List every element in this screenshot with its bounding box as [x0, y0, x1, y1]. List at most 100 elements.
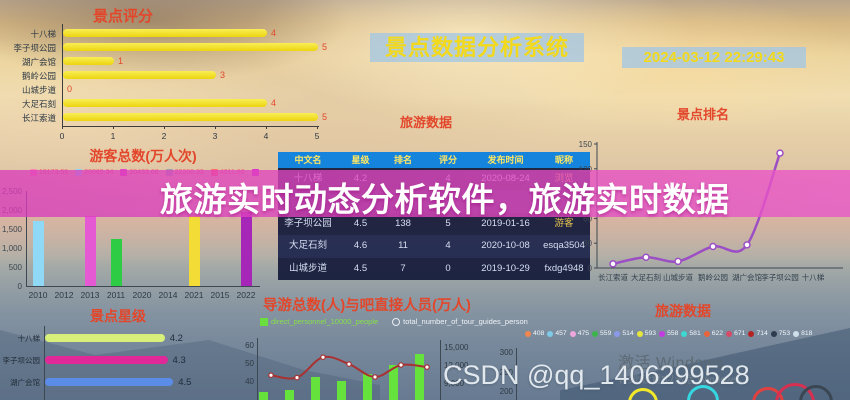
chart-tourism-data: 旅游数据 408 457 475 559 514 593 558 581 622 671 714 75… [500, 298, 850, 400]
table-row[interactable]: 山城步道 4.5 7 0 2019-10-29 fxdg4948 [278, 257, 590, 280]
x-tick-label: 5 [314, 131, 320, 141]
category-label: 湖广会馆 [10, 378, 40, 387]
legend-dot [569, 330, 576, 337]
guide-bar[interactable] [388, 364, 398, 400]
guide-bar[interactable] [336, 381, 346, 400]
legend-item[interactable]: 753 [770, 330, 790, 337]
x-tick-label: 2015 [210, 290, 230, 300]
chart-spot-rating: 景点评分 十八梯 4 李子坝公园 5 湖广会馆 1 鹅岭公园 3 山城步道 0 大足石刻 4 长江索道 5… [0, 0, 340, 141]
star-bar[interactable] [45, 356, 168, 364]
data-point-marker[interactable] [776, 149, 784, 157]
table-header-cell: 排名 [393, 155, 412, 165]
table-row[interactable]: 李子坝公园 4.5 138 5 2019-01-16 游客 [278, 212, 590, 236]
value-label: 4 [271, 98, 277, 108]
star-bar[interactable] [45, 334, 165, 342]
legend-item[interactable]: 559 [592, 330, 611, 337]
legend-item[interactable]: 622 [703, 330, 723, 337]
data-point-marker[interactable] [743, 241, 751, 249]
data-point-marker[interactable] [424, 364, 430, 370]
legend-item[interactable]: 818 [793, 330, 812, 337]
legend-item[interactable]: 558 [659, 330, 678, 337]
visitor-bar[interactable] [240, 211, 252, 286]
data-point-marker[interactable] [320, 354, 326, 360]
legend-item[interactable]: 514 [614, 330, 634, 337]
csdn-watermark: CSDN @qq_1406299528 [443, 360, 750, 390]
legend-item[interactable]: direct_personnel_10000_people [260, 317, 378, 326]
table-row[interactable]: 大足石刻 4.6 11 4 2020-10-08 esqa3504 [278, 235, 590, 258]
category-label: 湖广会馆 [21, 57, 56, 67]
legend-label: total_number_of_tour_guides_person [403, 317, 528, 326]
x-tick-label: 3 [212, 131, 218, 141]
guide-bar[interactable] [414, 354, 424, 400]
x-tick-label: 4 [263, 131, 269, 141]
legend-label: 818 [801, 330, 813, 337]
legend-label: 671 [734, 330, 746, 337]
legend-row: 408 457 475 559 514 593 558 581 622 671 714 753 818 [525, 330, 850, 337]
chart-spot-star-title: 景点星级 [90, 308, 146, 324]
category-label: 李子坝公园 [2, 356, 41, 365]
data-point-marker[interactable] [372, 374, 378, 380]
guide-bar[interactable] [362, 373, 372, 400]
visitor-bar[interactable] [110, 238, 122, 286]
rating-bar[interactable] [63, 113, 318, 121]
legend-marker [392, 317, 401, 326]
rating-bar[interactable] [63, 99, 267, 107]
left-y-tick-label: 60 [245, 341, 254, 350]
category-label: 山城步道 [21, 85, 56, 95]
y-tick-label: 500 [8, 263, 22, 272]
data-point-marker[interactable] [674, 257, 682, 266]
visitor-bar[interactable] [188, 215, 200, 286]
category-label: 十八梯 [30, 29, 56, 39]
guide-bar[interactable] [284, 390, 294, 400]
rating-bar[interactable] [63, 43, 318, 51]
data-point-marker[interactable] [294, 374, 300, 381]
y-axis [26, 191, 27, 286]
data-point-marker[interactable] [709, 242, 717, 251]
data-point-marker[interactable] [609, 260, 617, 268]
star-bar[interactable] [45, 378, 174, 386]
data-point-marker[interactable] [642, 253, 650, 262]
legend-label: 475 [577, 330, 590, 337]
rating-bar[interactable] [63, 29, 267, 37]
legend-item[interactable]: total_number_of_tour_guides_person [392, 317, 528, 326]
left-y-axis [257, 338, 258, 400]
rating-bar[interactable] [63, 71, 216, 79]
table-header-cell: 发布时间 [487, 155, 524, 165]
legend-item[interactable]: 581 [681, 330, 701, 337]
table-cell: 李子坝公园 [284, 217, 332, 229]
value-label: 4 [271, 28, 277, 38]
right-y-tick-label: 15,000 [444, 343, 469, 352]
value-label: 4.5 [178, 377, 192, 388]
table-cell: 138 [395, 217, 411, 229]
legend-item[interactable]: 671 [726, 330, 745, 337]
legend-item[interactable]: 408 [525, 330, 544, 337]
promo-headline: 旅游实时动态分析软件，旅游实时数据 [160, 181, 730, 218]
activate-windows-watermark: 激活 Windows [618, 355, 725, 372]
data-point-marker[interactable] [398, 362, 404, 368]
data-point-marker[interactable] [268, 372, 274, 379]
guide-bar[interactable] [258, 391, 268, 400]
y-tick-label: 1,500 [1, 225, 22, 234]
x-tick-label: 2020 [132, 290, 152, 300]
left-y-tick-label: 50 [245, 359, 254, 368]
rating-bar[interactable] [63, 57, 114, 65]
legend-item[interactable]: 593 [636, 330, 656, 337]
table-header-cell: 昵称 [554, 155, 573, 165]
y-tick-label: 120 [579, 165, 593, 174]
value-label: 0 [67, 84, 73, 94]
table-cell: 5 [445, 217, 451, 229]
visitor-bar[interactable] [84, 215, 96, 286]
table-header-cell: 中文名 [294, 155, 322, 165]
x-tick [215, 126, 216, 129]
guide-bar[interactable] [310, 377, 320, 400]
data-point-marker[interactable] [346, 361, 352, 367]
legend-label: 581 [689, 330, 701, 337]
legend-item[interactable]: 714 [748, 330, 768, 337]
y-axis [44, 326, 45, 400]
visitor-bar[interactable] [32, 221, 44, 286]
table-cell: 4 [445, 240, 451, 252]
legend-item[interactable]: 457 [547, 330, 567, 337]
table-cell: 2019-01-16 [481, 217, 530, 229]
legend-item[interactable]: 475 [569, 330, 590, 337]
